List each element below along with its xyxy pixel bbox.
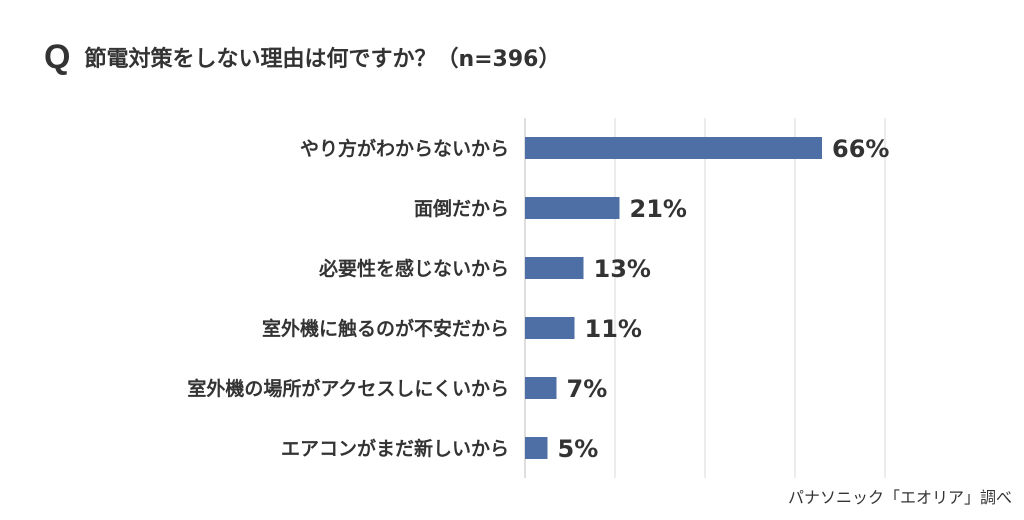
value-label: 21% (630, 195, 687, 223)
bar (525, 257, 584, 279)
source-note: パナソニック「エオリア」調べ (787, 488, 1012, 507)
chart-title: Q 節電対策をしない理由は何ですか？（n=396） (44, 40, 560, 74)
category-label: やり方がわからないから (300, 137, 509, 160)
category-label: エアコンがまだ新しいから (281, 437, 509, 460)
bar (525, 137, 822, 159)
category-label: 室外機の場所がアクセスしにくいから (187, 377, 509, 400)
bar (525, 197, 620, 219)
value-label: 66% (832, 135, 889, 163)
question-mark: Q (44, 38, 71, 76)
category-label: 面倒だから (414, 197, 509, 220)
bar (525, 317, 575, 339)
value-label: 11% (585, 315, 642, 343)
category-label: 室外機に触るのが不安だから (262, 317, 509, 340)
title-text: 節電対策をしない理由は何ですか？（n=396） (84, 47, 561, 72)
category-label: 必要性を感じないから (318, 257, 509, 280)
bar (525, 377, 557, 399)
value-label: 13% (594, 255, 651, 283)
value-label: 5% (558, 435, 599, 463)
value-label: 7% (567, 375, 608, 403)
bar (525, 437, 548, 459)
